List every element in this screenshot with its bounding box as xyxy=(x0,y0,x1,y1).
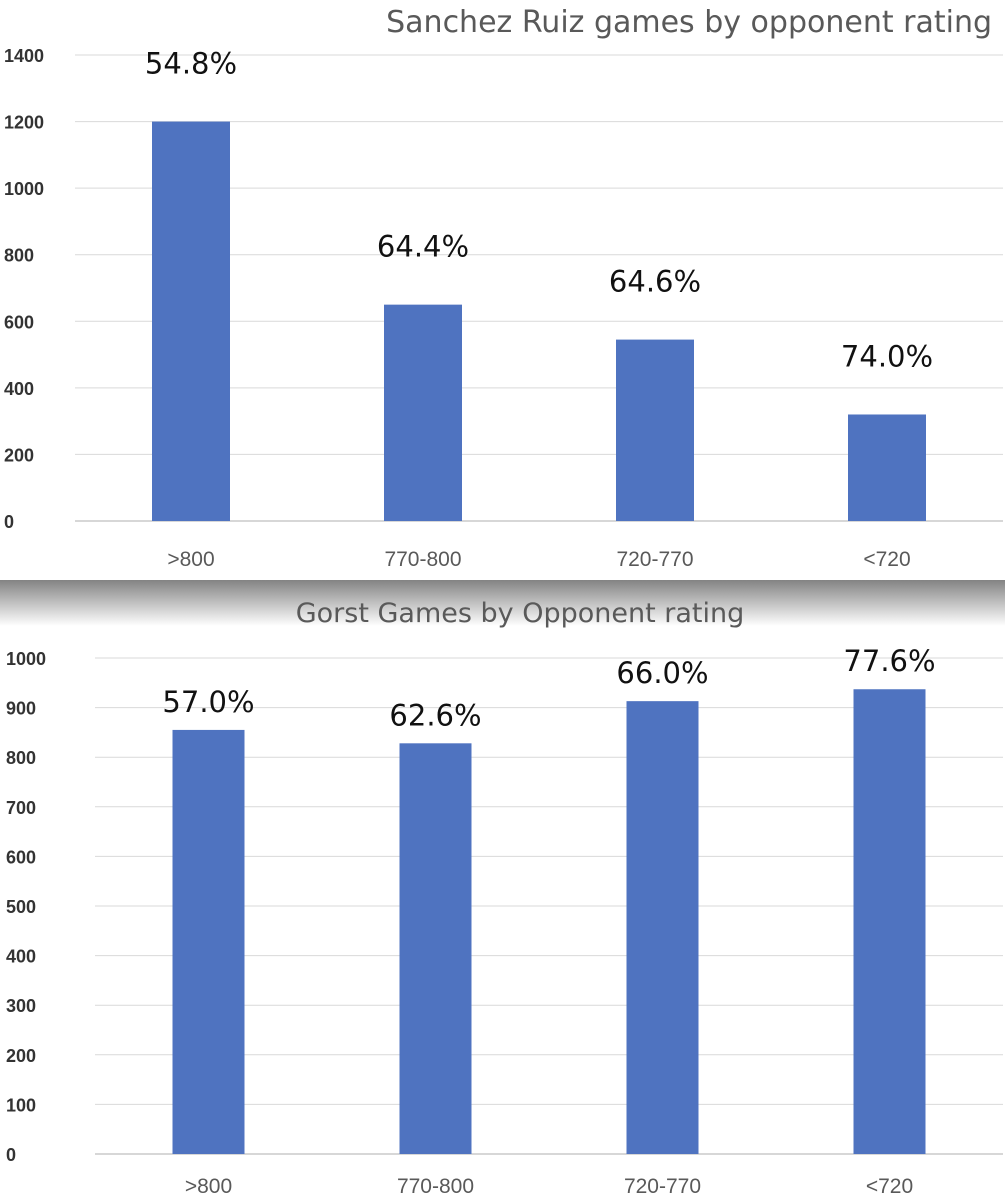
bar xyxy=(172,729,245,1154)
y-tick-label: 600 xyxy=(4,312,34,332)
y-tick-label: 1200 xyxy=(4,113,44,133)
y-tick-label: 400 xyxy=(4,379,34,399)
chart-title: Sanchez Ruiz games by opponent rating xyxy=(386,5,992,40)
x-tick-label: 770-800 xyxy=(384,548,461,571)
panel-shadow xyxy=(0,580,1005,626)
chart-title: Gorst Games by Opponent rating xyxy=(296,598,745,629)
x-tick-label: <720 xyxy=(866,1175,913,1198)
y-tick-label: 0 xyxy=(6,1145,16,1165)
chart-gorst: Gorst Games by Opponent rating 0 100 200 30… xyxy=(0,580,1005,1200)
y-tick-label: 100 xyxy=(6,1095,36,1115)
x-tick-label: <720 xyxy=(863,548,910,571)
chart-sanchez-ruiz: Sanchez Ruiz games by opponent rating 0 2… xyxy=(0,0,1005,580)
data-label: 62.6% xyxy=(389,698,481,732)
y-tick-label: 800 xyxy=(6,748,36,768)
y-tick-label: 0 xyxy=(4,512,14,532)
chart-background xyxy=(0,580,1005,1200)
y-tick-label: 300 xyxy=(6,996,36,1016)
y-tick-label: 800 xyxy=(4,246,34,266)
data-label: 77.6% xyxy=(843,644,935,678)
x-tick-label: 720-770 xyxy=(616,548,693,571)
x-tick-label: 770-800 xyxy=(397,1175,474,1198)
bar xyxy=(848,414,926,521)
y-tick-label: 900 xyxy=(6,699,36,719)
y-tick-label: 400 xyxy=(6,947,36,967)
x-tick-label: >800 xyxy=(167,548,214,571)
y-tick-label: 1400 xyxy=(4,46,44,66)
y-tick-label: 1000 xyxy=(6,649,46,669)
bar xyxy=(853,689,926,1154)
data-label: 64.4% xyxy=(377,230,469,264)
bar xyxy=(616,339,694,521)
y-tick-label: 200 xyxy=(4,445,34,465)
data-label: 64.6% xyxy=(609,265,701,299)
x-tick-label: 720-770 xyxy=(624,1175,701,1198)
y-tick-label: 1000 xyxy=(4,179,44,199)
data-label: 54.8% xyxy=(145,47,237,81)
bar xyxy=(384,304,462,521)
y-tick-label: 700 xyxy=(6,798,36,818)
data-label: 74.0% xyxy=(841,339,933,373)
y-tick-label: 500 xyxy=(6,897,36,917)
x-tick-label: >800 xyxy=(185,1175,232,1198)
data-label: 66.0% xyxy=(616,656,708,690)
bar xyxy=(626,701,699,1154)
data-label: 57.0% xyxy=(162,685,254,719)
bar xyxy=(399,743,472,1154)
bar xyxy=(152,121,230,522)
y-tick-label: 600 xyxy=(6,847,36,867)
y-tick-label: 200 xyxy=(6,1046,36,1066)
